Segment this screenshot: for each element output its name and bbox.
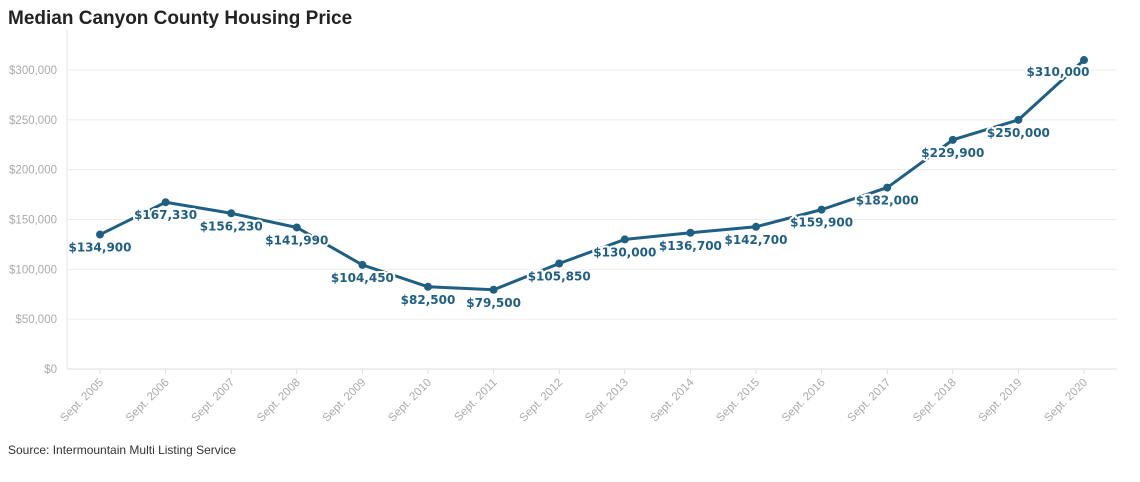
x-tick-label: Sept. 2018 [911,377,959,425]
x-tick-label: Sept. 2015 [714,377,762,425]
data-point [161,198,170,207]
y-tick-label: $150,000 [9,215,57,227]
data-point [555,259,564,268]
data-point [817,205,826,214]
x-tick-label: Sept. 2013 [583,377,631,425]
data-point [686,228,695,237]
data-point [424,282,432,291]
data-label: $134,900 [68,241,131,255]
data-label: $167,330 [134,208,197,222]
data-label: $104,450 [331,271,394,285]
x-tick-label: Sept. 2006 [124,377,172,425]
data-label: $130,000 [593,245,656,259]
data-point [358,260,367,269]
x-tick-label: Sept. 2014 [649,376,697,424]
data-point [620,235,629,244]
y-tick-label: $300,000 [9,65,57,77]
data-point [752,222,760,231]
y-tick-label: $50,000 [15,314,57,326]
y-tick-label: $0 [44,364,57,376]
y-tick-label: $200,000 [9,165,57,177]
data-point [1014,115,1023,124]
data-point [489,285,498,294]
x-tick-label: Sept. 2010 [386,377,434,425]
data-point [292,223,301,232]
x-tick-label: Sept. 2005 [58,377,106,425]
data-point [883,183,892,192]
data-label: $136,700 [659,239,722,253]
data-point [96,230,104,239]
data-point [1080,56,1088,65]
source-note: Source: Intermountain Multi Listing Serv… [8,443,237,457]
data-label: $142,700 [724,233,787,247]
series-line [99,58,1086,292]
x-tick-label: Sept. 2008 [255,377,303,425]
x-tick-label: Sept. 2011 [452,377,499,424]
x-tick-label: Sept. 2009 [321,377,369,425]
data-label: $82,500 [401,293,456,307]
data-label: $182,000 [856,194,919,208]
data-point [227,209,236,218]
data-label: $105,850 [528,270,591,284]
x-tick-label: Sept. 2016 [780,377,828,425]
x-tick-label: Sept. 2017 [845,377,893,425]
y-tick-label: $250,000 [9,115,57,127]
x-tick-label: Sept. 2019 [977,377,1025,425]
chart-title: Median Canyon County Housing Price [8,8,353,29]
x-tick-label: Sept. 2012 [517,377,565,425]
data-label: $79,500 [466,296,521,310]
data-label: $229,900 [921,146,984,160]
data-label: $156,230 [200,219,263,233]
x-tick-label: Sept. 2007 [189,377,237,425]
x-tick-label: Sept. 2020 [1042,377,1090,425]
data-label: $141,990 [265,233,328,247]
data-label: $159,900 [790,216,853,230]
data-label: $250,000 [987,126,1050,140]
data-point [948,135,957,144]
data-label: $310,000 [1026,65,1089,79]
y-tick-label: $100,000 [9,264,57,276]
